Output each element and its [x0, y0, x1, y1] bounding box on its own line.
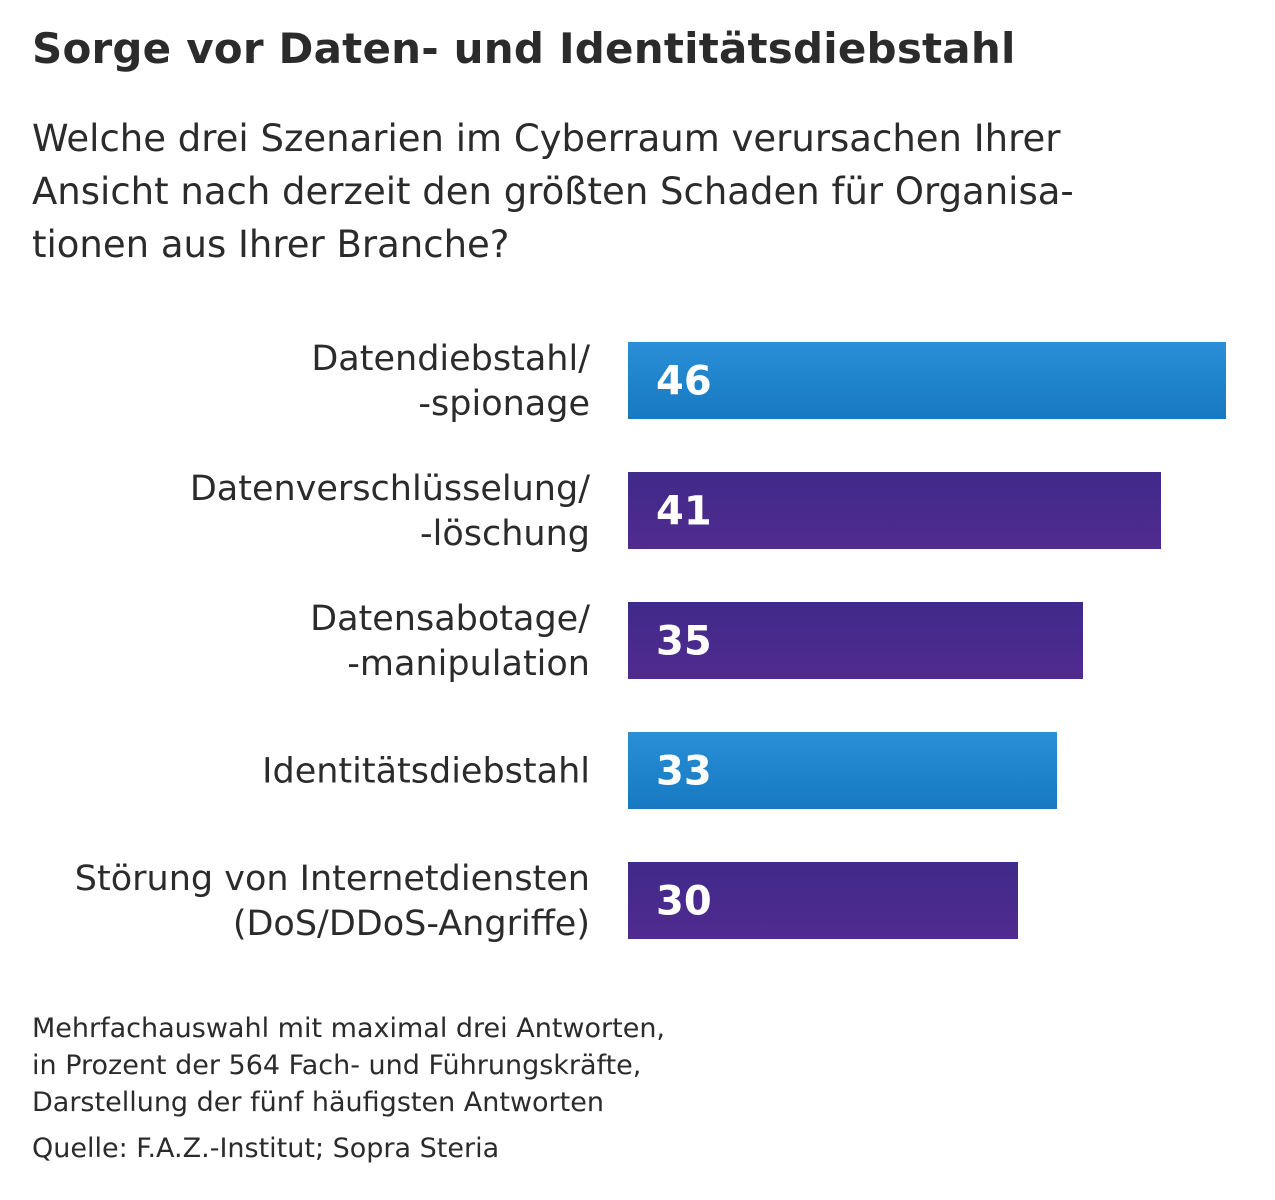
- bar-value-label: 41: [656, 489, 712, 535]
- bar-chart: 46 Datendiebstahl/ -spionage 41 Datenverschl…: [75, 339, 1226, 944]
- bar-value-label: 35: [656, 619, 712, 665]
- category-label: Datensabotage/: [310, 599, 590, 639]
- subtitle-line: Welche drei Szenarien im Cyberraum verur…: [32, 117, 1061, 160]
- note-line: Darstellung der fünf häufigsten Antworte…: [32, 1087, 604, 1118]
- category-label: -löschung: [420, 514, 590, 554]
- bar-value-label: 30: [656, 879, 712, 925]
- bar-value-label: 33: [656, 749, 712, 795]
- category-label: Datendiebstahl/: [311, 339, 590, 379]
- note-line: Mehrfachauswahl mit maximal drei Antwort…: [32, 1013, 666, 1044]
- chart-subtitle: Welche drei Szenarien im Cyberraum verur…: [32, 112, 1232, 271]
- category-label: Datenverschlüsselung/: [190, 469, 590, 509]
- bar: [628, 732, 1057, 809]
- category-label: (DoS/DDoS-Angriffe): [233, 904, 590, 944]
- category-label: Störung von Internetdiensten: [75, 859, 590, 899]
- subtitle-line: Ansicht nach derzeit den größten Schaden…: [32, 170, 1074, 213]
- chart-title: Sorge vor Daten- und Identitätsdiebstahl: [32, 24, 1016, 73]
- category-label: Identitätsdiebstahl: [262, 752, 590, 792]
- bar: [628, 472, 1161, 549]
- category-label: -spionage: [418, 384, 590, 424]
- bar: [628, 862, 1018, 939]
- bar-value-label: 46: [656, 359, 712, 405]
- note-line: in Prozent der 564 Fach- und Führungskrä…: [32, 1050, 642, 1081]
- subtitle-line: tionen aus Ihrer Branche?: [32, 223, 510, 266]
- bar: [628, 342, 1226, 419]
- chart-source: Quelle: F.A.Z.-Institut; Sopra Steria: [32, 1133, 500, 1164]
- category-label: -manipulation: [347, 644, 590, 684]
- chart-notes: Mehrfachauswahl mit maximal drei Antwort…: [32, 1010, 665, 1121]
- bar: [628, 602, 1083, 679]
